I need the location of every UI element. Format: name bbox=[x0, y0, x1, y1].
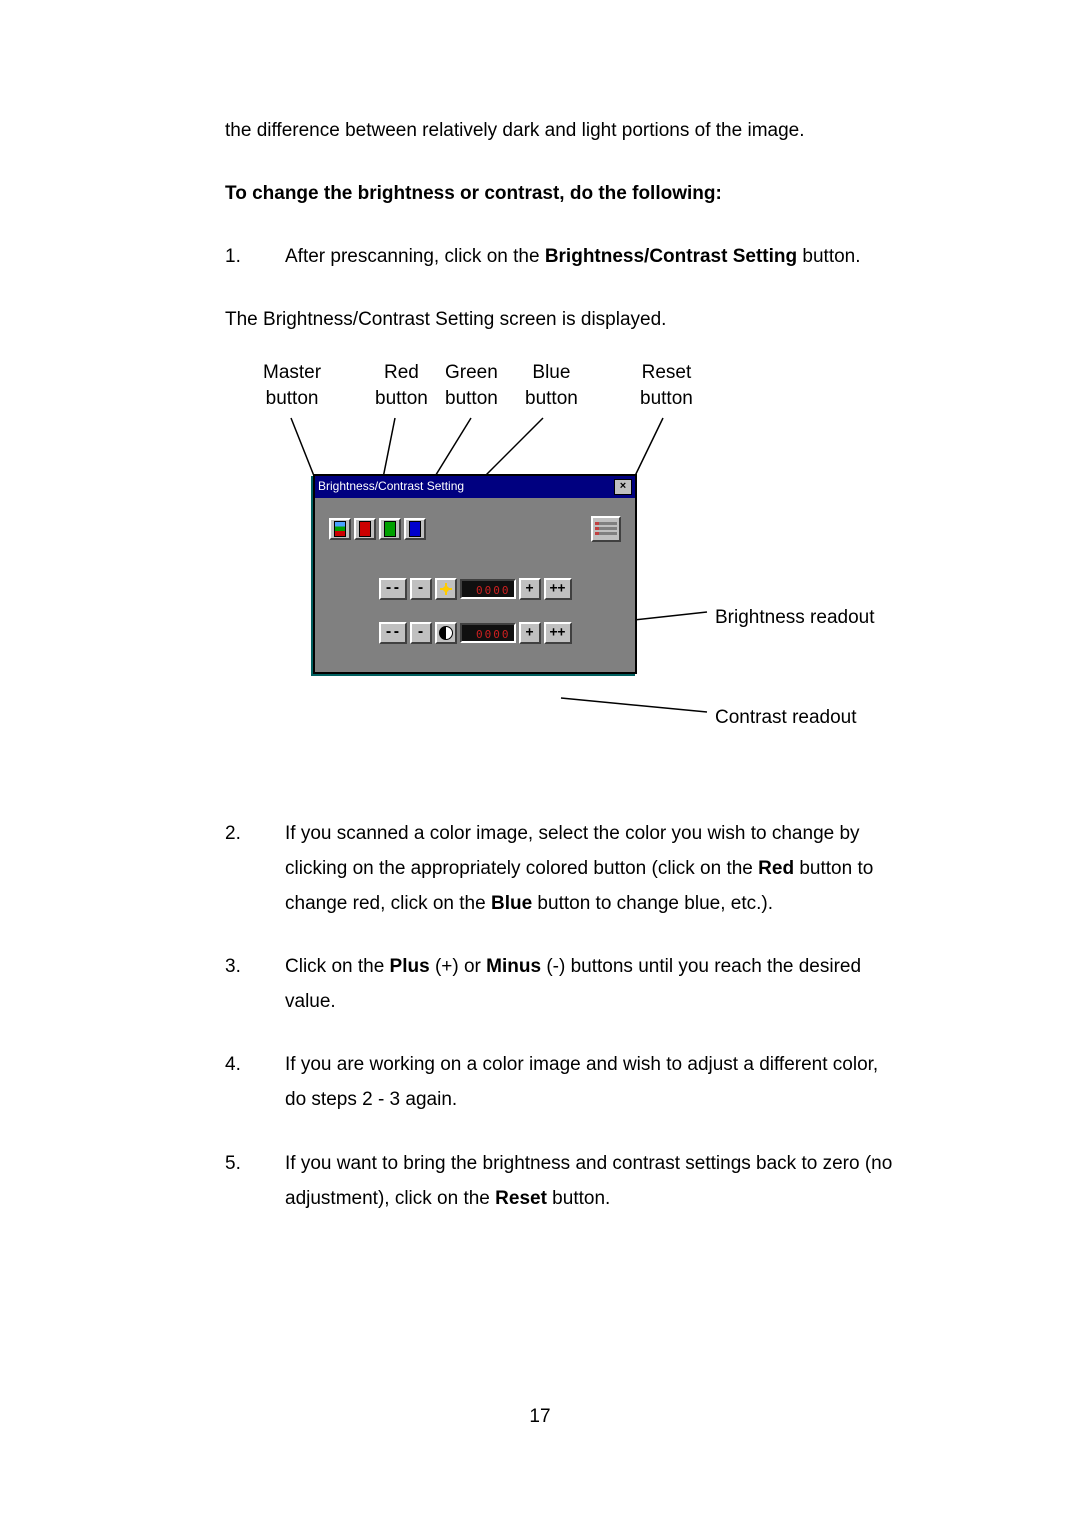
green-button[interactable] bbox=[379, 518, 401, 540]
step1-prefix: After prescanning, click on the bbox=[285, 246, 545, 267]
minus2-label-c: -- bbox=[385, 621, 401, 645]
label-contrast-readout: Contrast readout bbox=[715, 700, 857, 735]
contrast-minus-button[interactable]: - bbox=[410, 622, 432, 644]
contrast-icon-button bbox=[435, 622, 457, 644]
minus2-label: -- bbox=[385, 577, 401, 601]
brightness-contrast-dialog: Brightness/Contrast Setting × bbox=[313, 474, 637, 674]
brightness-readout: 0000 bbox=[460, 579, 516, 599]
brightness-plus-button[interactable]: + bbox=[519, 578, 541, 600]
brightness-minus-large-button[interactable]: -- bbox=[379, 578, 407, 600]
step-5-text: If you want to bring the brightness and … bbox=[285, 1146, 895, 1216]
label-brightness-readout: Brightness readout bbox=[715, 600, 875, 635]
step-number-4: 4. bbox=[225, 1047, 285, 1117]
plus2-label: ++ bbox=[550, 577, 566, 601]
step-number-2: 2. bbox=[225, 816, 285, 921]
step-number-3: 3. bbox=[225, 949, 285, 1019]
reset-button[interactable] bbox=[591, 516, 621, 542]
minus1-label-c: - bbox=[417, 621, 425, 645]
step-1-text: After prescanning, click on the Brightne… bbox=[285, 239, 895, 274]
sun-icon bbox=[440, 583, 452, 595]
brightness-plus-large-button[interactable]: ++ bbox=[544, 578, 572, 600]
step-number-1: 1. bbox=[225, 239, 285, 274]
contrast-plus-button[interactable]: + bbox=[519, 622, 541, 644]
step1-suffix: button. bbox=[797, 246, 860, 267]
step2b: Red bbox=[758, 858, 794, 879]
red-button[interactable] bbox=[354, 518, 376, 540]
step3b: Plus bbox=[390, 956, 430, 977]
intro-paragraph: the difference between relatively dark a… bbox=[225, 113, 895, 148]
brightness-icon-button bbox=[435, 578, 457, 600]
step3c: (+) or bbox=[430, 956, 486, 977]
step2d: Blue bbox=[491, 893, 532, 914]
step-4-text: If you are working on a color image and … bbox=[285, 1047, 895, 1117]
step-number-5: 5. bbox=[225, 1146, 285, 1216]
step3d: Minus bbox=[486, 956, 541, 977]
section-heading: To change the brightness or contrast, do… bbox=[225, 176, 895, 211]
brightness-minus-button[interactable]: - bbox=[410, 578, 432, 600]
red-swatch-icon bbox=[359, 521, 371, 537]
step-3-text: Click on the Plus (+) or Minus (-) butto… bbox=[285, 949, 895, 1019]
diagram: Master button Red button Green button Bl… bbox=[225, 366, 895, 786]
plus1-label: + bbox=[526, 577, 534, 601]
step3a: Click on the bbox=[285, 956, 390, 977]
contrast-plus-large-button[interactable]: ++ bbox=[544, 622, 572, 644]
page-number: 17 bbox=[0, 1406, 1080, 1428]
close-button[interactable]: × bbox=[614, 479, 632, 495]
minus1-label: - bbox=[417, 577, 425, 601]
step1-bold: Brightness/Contrast Setting bbox=[545, 246, 797, 267]
diagram-caption: The Brightness/Contrast Setting screen i… bbox=[225, 302, 895, 337]
green-swatch-icon bbox=[384, 521, 396, 537]
blue-button[interactable] bbox=[404, 518, 426, 540]
plus2-label-c: ++ bbox=[550, 621, 566, 645]
dialog-title: Brightness/Contrast Setting bbox=[318, 475, 464, 497]
contrast-readout: 0000 bbox=[460, 623, 516, 643]
blue-swatch-icon bbox=[409, 521, 421, 537]
step-2-text: If you scanned a color image, select the… bbox=[285, 816, 895, 921]
step2e: button to change blue, etc.). bbox=[532, 893, 773, 914]
contrast-icon bbox=[439, 626, 453, 640]
master-swatch-icon bbox=[334, 521, 346, 537]
plus1-label-c: + bbox=[526, 621, 534, 645]
step5b: Reset bbox=[495, 1188, 547, 1209]
step5c: button. bbox=[547, 1188, 610, 1209]
master-button[interactable] bbox=[329, 518, 351, 540]
contrast-minus-large-button[interactable]: -- bbox=[379, 622, 407, 644]
